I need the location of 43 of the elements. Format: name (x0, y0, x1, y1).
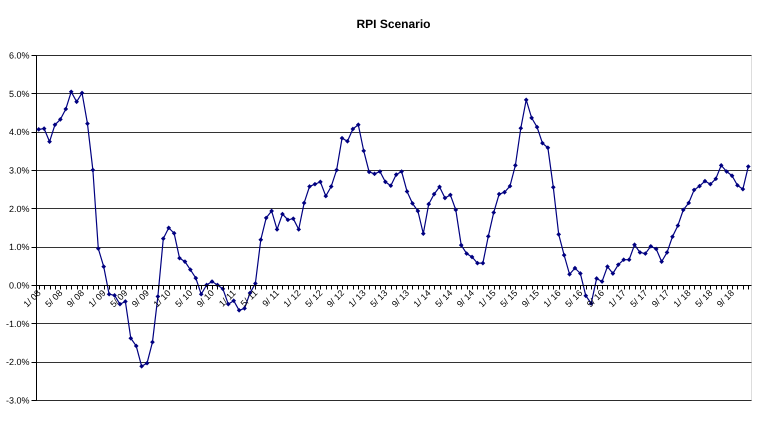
x-tick-label: 5/ 09 (108, 288, 130, 310)
y-tick-label: -3.0% (6, 396, 30, 406)
x-tick-label: 1/ 12 (282, 288, 303, 310)
x-tick-label: 5/ 14 (433, 288, 454, 310)
x-tick-label: 9/ 15 (520, 288, 542, 310)
x-tick-label: 9/ 16 (584, 288, 606, 310)
x-tick-label: 9/ 14 (454, 288, 476, 310)
y-tick-label: 6.0% (8, 50, 30, 60)
x-tick-label: 1/ 16 (542, 288, 563, 310)
x-tick-label: 5/ 17 (628, 288, 650, 310)
x-tick-label: 5/ 13 (368, 288, 390, 310)
x-tick-label: 1/ 11 (216, 288, 238, 309)
x-tick-label: 5/ 08 (43, 288, 64, 310)
y-tick-label: 2.0% (8, 204, 30, 214)
y-tick-label: -2.0% (6, 357, 30, 368)
y-tick-label: -1.0% (6, 318, 30, 329)
x-tick-label: 5/ 15 (498, 288, 520, 310)
x-tick-label: 1/ 09 (86, 288, 108, 310)
x-tick-label: 9/ 13 (390, 288, 412, 310)
y-tick-label: 5.0% (8, 88, 30, 99)
x-tick-label: 5/ 18 (693, 288, 714, 310)
y-tick-label: 3.0% (8, 166, 30, 176)
x-tick-label: 1/ 13 (346, 288, 368, 310)
x-tick-label: 5/ 10 (173, 288, 194, 310)
x-tick-label: 1/ 18 (672, 288, 693, 310)
x-tick-label: 5/ 11 (238, 288, 260, 309)
x-tick-label: 1/ 17 (606, 288, 628, 310)
y-tick-label: 0.0% (8, 280, 30, 290)
x-tick-label: 5/ 16 (563, 288, 584, 310)
x-tick-label: 1/ 15 (476, 288, 498, 310)
x-tick-label: 9/ 17 (650, 288, 672, 310)
x-tick-label: 1/ 10 (152, 288, 173, 310)
x-tick-label: 5/ 12 (303, 288, 324, 310)
x-tick-label: 9/ 12 (324, 288, 346, 310)
x-tick-label: 9/ 18 (714, 288, 736, 310)
x-tick-label: 9/ 09 (130, 288, 152, 310)
x-tick-label: 1/ 14 (412, 288, 433, 310)
x-tick-label: 9/ 08 (64, 288, 86, 310)
chart-title: RPI Scenario (356, 17, 431, 31)
y-tick-label: 4.0% (8, 127, 30, 138)
y-tick-label: 1.0% (8, 242, 30, 252)
x-tick-label: 9/ 11 (260, 288, 282, 309)
x-tick-label: 9/ 10 (194, 288, 216, 310)
